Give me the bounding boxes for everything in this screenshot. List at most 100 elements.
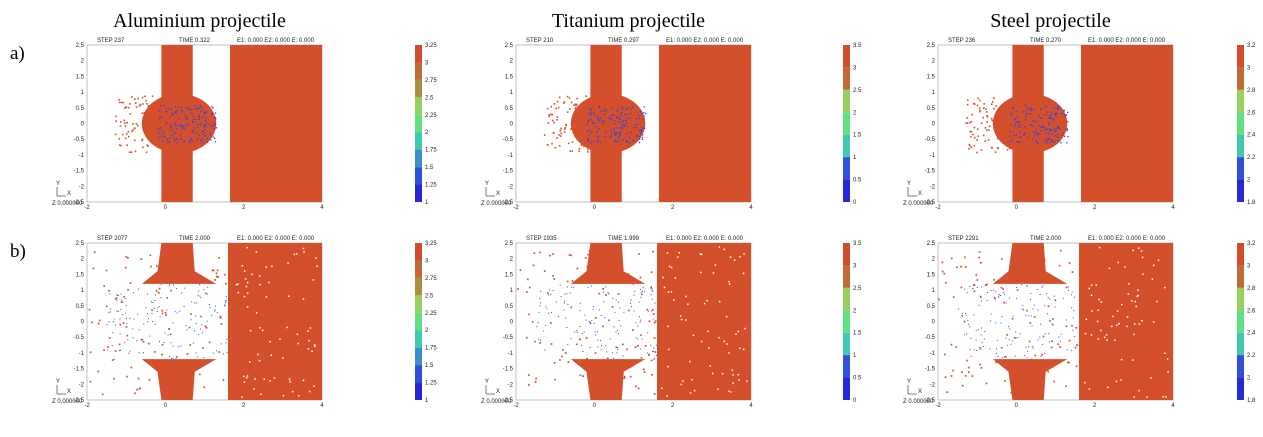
spall bbox=[282, 357, 284, 359]
colorbar-label: 3 bbox=[425, 60, 429, 66]
particle bbox=[116, 295, 118, 297]
particle bbox=[184, 128, 187, 130]
debris bbox=[594, 316, 597, 319]
particle bbox=[195, 323, 197, 325]
particle bbox=[579, 326, 581, 328]
particle bbox=[212, 352, 214, 354]
x-tick-label: 0 bbox=[164, 403, 168, 409]
debris bbox=[553, 361, 556, 364]
particle bbox=[1034, 131, 1037, 133]
particle bbox=[1010, 112, 1013, 114]
particle bbox=[1031, 124, 1033, 126]
particle bbox=[1062, 132, 1065, 135]
particle bbox=[136, 340, 138, 342]
debris bbox=[986, 115, 988, 117]
particle bbox=[1053, 295, 1055, 297]
particle bbox=[1030, 107, 1032, 110]
particle bbox=[199, 328, 201, 330]
particle bbox=[635, 337, 637, 339]
particle bbox=[181, 292, 183, 294]
particle bbox=[626, 140, 628, 142]
spall bbox=[1098, 298, 1100, 301]
y-tick-label: -2.5 bbox=[925, 398, 936, 404]
particle bbox=[1016, 116, 1018, 118]
debris bbox=[983, 103, 985, 105]
spall bbox=[307, 348, 310, 350]
particle bbox=[1048, 124, 1050, 126]
debris bbox=[964, 374, 967, 377]
particle bbox=[1015, 121, 1017, 124]
debris bbox=[147, 145, 149, 148]
debris bbox=[557, 106, 560, 109]
debris bbox=[642, 368, 645, 371]
debris bbox=[965, 122, 968, 124]
particle bbox=[196, 137, 199, 139]
debris bbox=[991, 119, 994, 122]
spall bbox=[1138, 323, 1141, 325]
particle bbox=[188, 108, 190, 111]
debris bbox=[554, 146, 557, 149]
particle bbox=[201, 138, 203, 140]
debris bbox=[646, 308, 649, 311]
debris bbox=[964, 256, 966, 259]
spall bbox=[1118, 322, 1120, 325]
particle bbox=[194, 302, 196, 304]
particle bbox=[580, 339, 582, 341]
y-tick-label: 2 bbox=[81, 59, 85, 65]
debris bbox=[91, 321, 93, 324]
debris bbox=[990, 103, 993, 105]
energy-label: E1: 0.000 E2: 0.000 E: 0.000 bbox=[237, 236, 315, 242]
particle bbox=[1061, 113, 1064, 115]
particle bbox=[560, 296, 562, 298]
spall bbox=[707, 330, 709, 333]
debris bbox=[1043, 259, 1046, 261]
particle bbox=[613, 123, 615, 125]
particle bbox=[1026, 285, 1028, 287]
particle bbox=[160, 136, 162, 138]
debris bbox=[594, 382, 596, 384]
particle bbox=[185, 117, 187, 120]
particle bbox=[998, 293, 1000, 295]
particle bbox=[582, 351, 584, 353]
particle bbox=[1033, 135, 1036, 137]
debris bbox=[966, 359, 968, 362]
particle bbox=[597, 118, 600, 120]
debris bbox=[634, 346, 637, 348]
particle bbox=[625, 117, 628, 119]
particle bbox=[616, 347, 618, 349]
particle bbox=[186, 118, 189, 120]
y-tick-label: 1.5 bbox=[927, 272, 936, 278]
particle bbox=[174, 111, 176, 113]
spall bbox=[253, 388, 255, 390]
debris bbox=[166, 373, 169, 375]
particle bbox=[113, 358, 115, 360]
particle bbox=[1049, 129, 1051, 132]
particle bbox=[188, 123, 190, 125]
spall bbox=[1164, 352, 1166, 355]
particle bbox=[1038, 133, 1041, 135]
particle bbox=[981, 341, 983, 343]
debris bbox=[124, 137, 127, 140]
debris bbox=[601, 393, 604, 396]
y-tick-label: -2.5 bbox=[925, 200, 936, 206]
y-tick-label: 0.5 bbox=[76, 304, 85, 310]
debris bbox=[987, 139, 990, 141]
spall bbox=[1141, 320, 1143, 322]
spall bbox=[692, 334, 695, 337]
debris bbox=[585, 337, 588, 339]
debris bbox=[978, 107, 981, 109]
particle bbox=[605, 132, 607, 134]
particle bbox=[599, 117, 602, 119]
spall bbox=[255, 312, 258, 314]
particle bbox=[1054, 114, 1057, 116]
spall bbox=[689, 392, 692, 394]
spall bbox=[1133, 323, 1136, 325]
particle bbox=[641, 134, 644, 136]
colorbar-label: 2 bbox=[853, 110, 857, 116]
particle bbox=[633, 310, 635, 312]
particle bbox=[980, 334, 982, 336]
particle bbox=[1028, 346, 1030, 348]
debris bbox=[164, 312, 167, 314]
particle bbox=[615, 331, 617, 333]
particle bbox=[1052, 141, 1054, 143]
